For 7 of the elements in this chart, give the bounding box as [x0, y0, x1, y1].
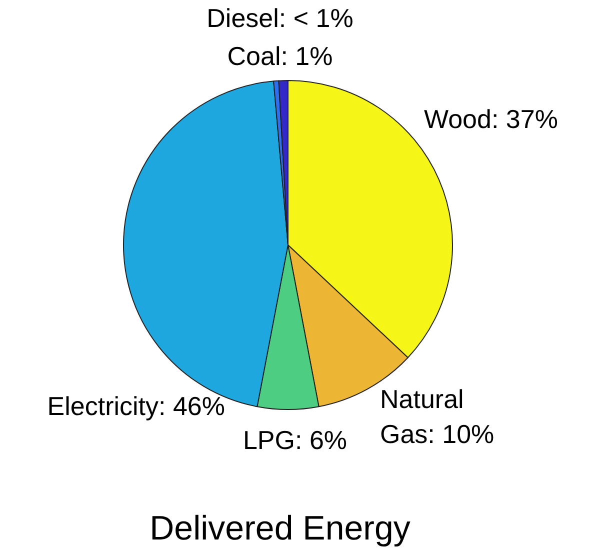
- slice-label: Coal: 1%: [227, 41, 333, 72]
- slice-label: Natural Gas: 10%: [380, 384, 494, 450]
- slice-label: Electricity: 46%: [47, 391, 225, 422]
- slice-label: Diesel: < 1%: [206, 3, 354, 34]
- slice-label: Wood: 37%: [424, 104, 558, 134]
- slice-label: LPG: 6%: [242, 425, 348, 456]
- text: Delivered Energy: [150, 509, 410, 548]
